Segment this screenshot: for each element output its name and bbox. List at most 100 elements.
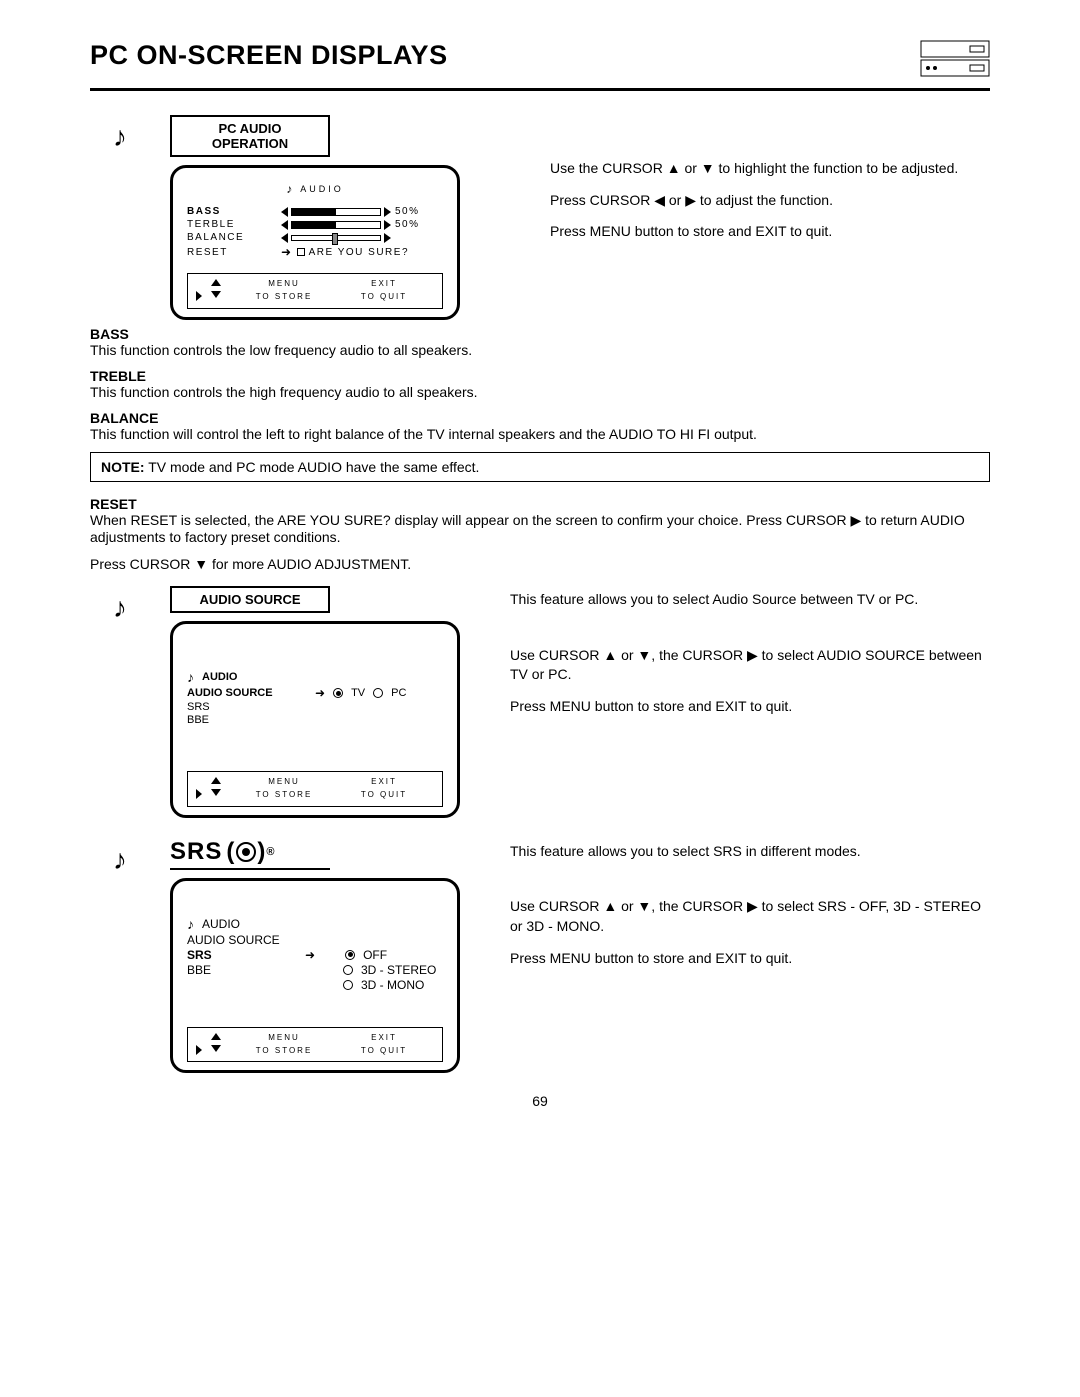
osd-footer: MENU TO STORE EXIT TO QUIT	[187, 1027, 443, 1063]
osd-row-mono: 3D - MONO	[187, 978, 443, 992]
right-arrow-icon	[384, 220, 391, 230]
instruction-text: Use CURSOR ▲ or ▼, the CURSOR ▶ to selec…	[510, 897, 990, 936]
right-arrow-icon	[384, 207, 391, 217]
def-bass: BASS This function controls the low freq…	[90, 326, 990, 358]
page-title: PC ON-SCREEN DISPLAYS	[90, 40, 448, 71]
press-down-text: Press CURSOR ▼ for more AUDIO ADJUSTMENT…	[90, 555, 990, 575]
bass-slider	[291, 208, 381, 216]
osd-header: AUDIO	[300, 184, 344, 194]
def-body: This function controls the high frequenc…	[90, 384, 990, 400]
instruction-text: Press CURSOR ◀ or ▶ to adjust the functi…	[550, 191, 990, 211]
footer-menu: MENU	[234, 278, 334, 291]
option-mono: 3D - MONO	[361, 978, 424, 992]
footer-menu: MENU	[234, 1032, 334, 1045]
checkbox-icon	[297, 248, 305, 256]
intro-text: This feature allows you to select SRS in…	[510, 842, 990, 862]
footer-store: TO STORE	[234, 291, 334, 304]
balance-slider	[291, 235, 381, 241]
music-note-icon: ♪	[187, 669, 194, 685]
left-arrow-icon	[281, 233, 288, 243]
section-srs: ♪ SRS ()® ♪ AUDIO AUDIO SOURCE SRS ➜ OFF	[90, 838, 990, 1074]
def-body: When RESET is selected, the ARE YOU SURE…	[90, 512, 990, 545]
music-note-icon: ♪	[286, 182, 294, 196]
def-treble: TREBLE This function controls the high f…	[90, 368, 990, 400]
srs-heading: SRS ()®	[170, 838, 330, 870]
footer-quit: TO QUIT	[334, 291, 434, 304]
reset-label: RESET	[187, 247, 277, 258]
instruction-text: Press MENU button to store and EXIT to q…	[510, 949, 990, 969]
treble-value: 50%	[395, 219, 420, 230]
def-title: BALANCE	[90, 410, 990, 426]
arrow-right-icon: ➜	[281, 245, 293, 259]
srs-text: SRS	[170, 838, 222, 866]
nav-arrows-icon	[196, 279, 224, 303]
section1-instructions: Use the CURSOR ▲ or ▼ to highlight the f…	[490, 115, 990, 254]
music-note-icon: ♪	[187, 916, 194, 932]
footer-quit: TO QUIT	[334, 789, 434, 802]
audio-source-label: AUDIO SOURCE	[170, 586, 330, 613]
footer-store: TO STORE	[234, 789, 334, 802]
right-arrow-icon	[384, 233, 391, 243]
osd-audio-source: ♪ AUDIO AUDIO SOURCE ➜ TV PC SRS BBE	[170, 621, 460, 818]
music-note-icon: ♪	[113, 121, 127, 153]
radio-icon	[343, 980, 353, 990]
def-title: RESET	[90, 496, 990, 512]
reset-prompt: ARE YOU SURE?	[309, 247, 409, 258]
nav-arrows-icon	[196, 777, 224, 801]
osd-row-treble: TERBLE 50%	[187, 219, 443, 230]
radio-selected-icon	[333, 688, 343, 698]
bass-label: BASS	[187, 206, 277, 217]
treble-slider	[291, 221, 381, 229]
def-balance: BALANCE This function will control the l…	[90, 410, 990, 442]
note-label: NOTE:	[101, 459, 145, 475]
option-pc: PC	[391, 687, 406, 699]
instruction-text: Use the CURSOR ▲ or ▼ to highlight the f…	[550, 159, 990, 179]
header-rule	[90, 88, 990, 91]
instruction-text: Press MENU button to store and EXIT to q…	[550, 222, 990, 242]
osd-row-balance: BALANCE	[187, 232, 443, 243]
intro-text: This feature allows you to select Audio …	[510, 590, 990, 610]
left-arrow-icon	[281, 207, 288, 217]
osd-pc-audio: ♪ AUDIO BASS 50% TERBLE	[170, 165, 460, 320]
option-tv: TV	[351, 687, 365, 699]
footer-exit: EXIT	[334, 1032, 434, 1045]
footer-store: TO STORE	[234, 1045, 334, 1058]
page-number: 69	[90, 1093, 990, 1109]
def-reset: RESET When RESET is selected, the ARE YO…	[90, 496, 990, 545]
osd-row-srs: SRS ➜ OFF	[187, 948, 443, 962]
option-stereo: 3D - STEREO	[361, 963, 436, 977]
osd-row-bass: BASS 50%	[187, 206, 443, 217]
note-text: TV mode and PC mode AUDIO have the same …	[148, 459, 479, 475]
balance-label: BALANCE	[187, 232, 277, 243]
instruction-text: Use CURSOR ▲ or ▼, the CURSOR ▶ to selec…	[510, 646, 990, 685]
note-box: NOTE: TV mode and PC mode AUDIO have the…	[90, 452, 990, 482]
def-body: This function controls the low frequency…	[90, 342, 990, 358]
left-arrow-icon	[281, 220, 288, 230]
radio-selected-icon	[345, 950, 355, 960]
osd-footer: MENU TO STORE EXIT TO QUIT	[187, 771, 443, 807]
section-audio-source: ♪ AUDIO SOURCE ♪ AUDIO AUDIO SOURCE ➜ TV…	[90, 586, 990, 818]
srs-logo-icon: ()®	[226, 838, 275, 866]
arrow-right-icon: ➜	[305, 948, 315, 962]
music-note-icon: ♪	[113, 844, 127, 876]
device-icon	[920, 40, 990, 78]
treble-label: TERBLE	[187, 219, 277, 230]
footer-menu: MENU	[234, 776, 334, 789]
arrow-right-icon: ➜	[315, 686, 325, 700]
osd-row-audio-source: AUDIO SOURCE ➜ TV PC	[187, 686, 443, 700]
def-title: BASS	[90, 326, 990, 342]
osd-row-bbe: BBE 3D - STEREO	[187, 963, 443, 977]
section3-instructions: This feature allows you to select SRS in…	[490, 838, 990, 980]
audio-source-row-label: AUDIO SOURCE	[187, 687, 307, 699]
instruction-text: Press MENU button to store and EXIT to q…	[510, 697, 990, 717]
audio-source-label: AUDIO SOURCE	[187, 933, 280, 947]
osd-srs: ♪ AUDIO AUDIO SOURCE SRS ➜ OFF BBE 3D - …	[170, 878, 460, 1074]
bbe-label: BBE	[187, 714, 209, 726]
footer-exit: EXIT	[334, 776, 434, 789]
footer-quit: TO QUIT	[334, 1045, 434, 1058]
osd-header: AUDIO	[202, 671, 237, 683]
music-note-icon: ♪	[113, 592, 127, 624]
osd-row-reset: RESET ➜ ARE YOU SURE?	[187, 245, 443, 259]
osd-footer: MENU TO STORE EXIT TO QUIT	[187, 273, 443, 309]
srs-row-label: SRS	[187, 948, 297, 962]
